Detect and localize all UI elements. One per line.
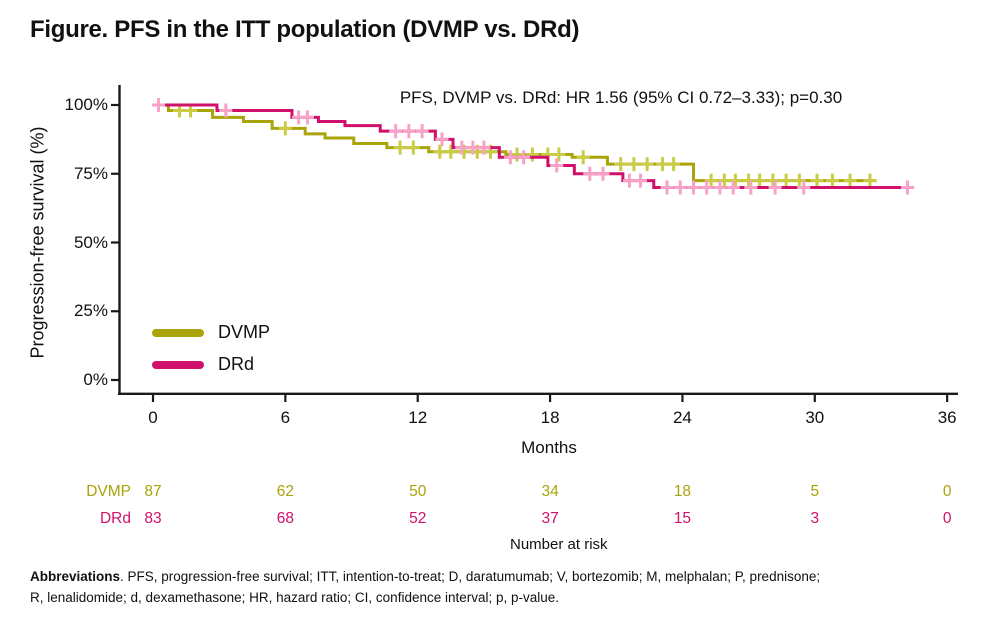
censor-mark-drd — [402, 124, 416, 139]
censor-mark-dvmp — [627, 157, 641, 172]
x-axis-title: Months — [521, 438, 577, 457]
censor-mark-drd — [686, 180, 700, 195]
risk-count: 50 — [409, 483, 427, 500]
risk-row-label-dvmp: DVMP — [86, 483, 131, 500]
censor-mark-dvmp — [576, 150, 590, 165]
censor-mark-dvmp — [779, 173, 793, 188]
censor-mark-drd — [596, 166, 610, 181]
footnote-line-2: R, lenalidomide; d, dexamethasone; HR, h… — [30, 590, 560, 605]
censor-mark-drd — [435, 132, 449, 147]
censor-mark-dvmp — [552, 147, 566, 162]
x-tick-label: 30 — [805, 408, 825, 427]
risk-count: 87 — [144, 483, 162, 500]
censor-mark-dvmp — [667, 157, 681, 172]
risk-count: 15 — [673, 510, 692, 527]
risk-count: 62 — [276, 483, 294, 500]
censor-mark-drd — [660, 180, 674, 195]
censor-mark-drd — [583, 166, 597, 181]
footnote-line-1-text: . PFS, progression-free survival; ITT, i… — [120, 569, 821, 584]
censor-mark-dvmp — [525, 147, 539, 162]
x-tick-label: 18 — [540, 408, 560, 427]
censor-mark-dvmp — [510, 147, 524, 162]
censor-mark-drd — [797, 180, 811, 195]
legend-label-dvmp: DVMP — [218, 322, 271, 342]
censor-mark-dvmp — [656, 157, 670, 172]
censor-mark-drd — [700, 180, 714, 195]
risk-count: 37 — [541, 510, 559, 527]
censor-mark-drd — [466, 140, 480, 155]
censor-mark-dvmp — [728, 173, 742, 188]
censor-mark-dvmp — [433, 144, 447, 159]
censor-mark-dvmp — [406, 140, 420, 155]
censor-mark-drd — [503, 150, 517, 165]
y-tick-label: 0% — [83, 370, 108, 389]
censor-mark-dvmp — [742, 173, 756, 188]
y-tick-label: 100% — [64, 95, 108, 114]
risk-count: 52 — [409, 510, 427, 527]
censor-mark-dvmp — [825, 173, 839, 188]
censor-mark-drd — [219, 103, 233, 118]
x-tick-label: 12 — [408, 408, 428, 427]
y-tick-label: 25% — [73, 301, 108, 321]
risk-count: 0 — [942, 510, 952, 527]
censor-mark-drd — [622, 173, 636, 188]
censor-mark-dvmp — [863, 173, 877, 188]
risk-row-label-drd: DRd — [99, 510, 131, 527]
censor-mark-dvmp — [766, 173, 780, 188]
risk-count: 5 — [810, 483, 820, 500]
y-tick-label: 75% — [73, 163, 108, 183]
censor-mark-drd — [415, 124, 429, 139]
footnote-bold-word: Abbreviations — [30, 569, 121, 584]
hazard-ratio-annotation: PFS, DVMP vs. DRd: HR 1.56 (95% CI 0.72–… — [399, 88, 843, 107]
x-tick-label: 24 — [672, 408, 692, 427]
risk-count: 83 — [144, 510, 162, 527]
legend-item-drd: DRd — [152, 354, 254, 375]
number-at-risk-header: Number at risk — [510, 536, 608, 553]
censor-mark-drd — [744, 180, 758, 195]
censor-mark-drd — [726, 180, 740, 195]
risk-count: 68 — [276, 510, 294, 527]
censor-mark-dvmp — [393, 140, 407, 155]
drd-line-swatch — [152, 360, 204, 369]
figure-title: Figure. PFS in the ITT population (DVMP … — [30, 16, 580, 43]
censor-mark-drd — [900, 180, 914, 195]
censor-mark-dvmp — [810, 173, 824, 188]
x-tick-label: 6 — [280, 408, 291, 427]
censor-mark-drd — [713, 180, 727, 195]
censor-mark-dvmp — [843, 173, 857, 188]
legend-item-dvmp: DVMP — [152, 322, 270, 343]
abbreviations-footnote: Abbreviations. PFS, progression-free sur… — [30, 566, 980, 608]
km-curve-dvmp — [153, 103, 877, 183]
risk-count: 3 — [810, 510, 820, 527]
censor-mark-dvmp — [753, 173, 767, 188]
legend-label-drd: DRd — [218, 354, 255, 374]
censor-mark-drd — [300, 110, 314, 125]
censor-mark-drd — [152, 98, 166, 112]
censor-mark-dvmp — [614, 157, 628, 172]
footnote-line-1: Abbreviations. PFS, progression-free sur… — [30, 566, 980, 587]
dvmp-line-swatch — [152, 328, 204, 337]
x-tick-label: 36 — [937, 408, 957, 427]
censor-mark-drd — [634, 173, 648, 188]
censor-mark-drd — [768, 180, 782, 195]
censor-mark-dvmp — [640, 157, 654, 172]
risk-count: 34 — [541, 483, 559, 500]
censor-mark-dvmp — [278, 121, 292, 136]
censor-mark-drd — [455, 140, 469, 155]
risk-count: 0 — [942, 483, 952, 500]
x-tick-label: 0 — [148, 408, 158, 427]
censor-mark-drd — [550, 158, 564, 173]
censor-mark-drd — [673, 180, 687, 195]
km-plot — [111, 85, 958, 402]
censor-mark-drd — [477, 140, 491, 155]
risk-count: 18 — [673, 483, 692, 500]
censor-mark-drd — [517, 150, 531, 165]
censor-mark-dvmp — [444, 144, 458, 159]
y-tick-label: 50% — [73, 232, 108, 252]
censor-mark-drd — [389, 124, 403, 139]
